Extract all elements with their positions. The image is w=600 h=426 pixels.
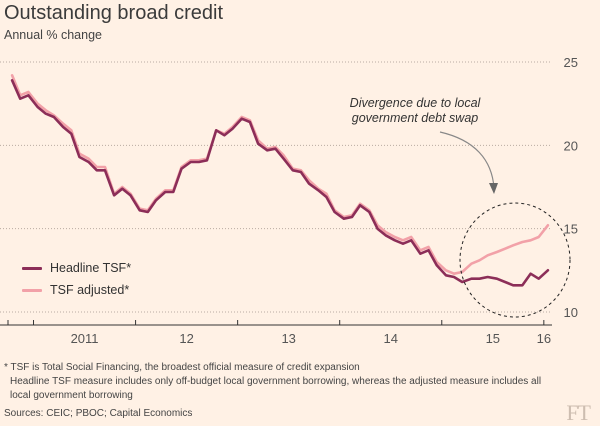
y-tick-label-10: 10 — [564, 305, 578, 320]
ft-logo: FT — [566, 400, 591, 425]
x-tick-label-2: 13 — [281, 331, 295, 346]
y-tick-label-25: 25 — [564, 55, 578, 70]
legend-swatch-adjusted — [22, 288, 42, 292]
footnote-line-1: * TSF is Total Social Financing, the bro… — [4, 362, 360, 373]
x-tick-label-0: 2011 — [71, 331, 99, 346]
y-tick-label-20: 20 — [564, 138, 578, 153]
line-chart: 10 15 20 25 2011 12 13 14 15 16 — [0, 55, 578, 346]
footnote-line-2: Headline TSF measure includes only off-b… — [10, 376, 542, 387]
series-line-headline — [10, 79, 550, 287]
x-tick-label-3: 14 — [384, 331, 398, 346]
footnote: * TSF is Total Social Financing, the bro… — [4, 361, 564, 403]
x-tick-label-4: 15 — [486, 331, 500, 346]
legend: Headline TSF* TSF adjusted* — [22, 257, 131, 301]
legend-label-headline: Headline TSF* — [50, 261, 132, 275]
series-line-adjusted — [10, 74, 550, 276]
annotation-line-2: government debt swap — [351, 111, 479, 125]
legend-item-headline: Headline TSF* — [22, 257, 131, 279]
legend-label-adjusted: TSF adjusted* — [50, 283, 130, 297]
chart-title: Outstanding broad credit — [4, 2, 224, 24]
x-tick-label-1: 12 — [179, 331, 193, 346]
y-tick-label-15: 15 — [564, 222, 578, 237]
source-note: Sources: CEIC; PBOC; Capital Economics — [4, 408, 193, 419]
divergence-highlight-circle — [459, 202, 571, 318]
legend-item-adjusted: TSF adjusted* — [22, 279, 131, 301]
annotation-arrowhead — [489, 183, 498, 194]
annotation-line-1: Divergence due to local — [349, 96, 481, 110]
chart-subtitle: Annual % change — [4, 28, 102, 42]
footnote-line-3: local government borrowing — [10, 390, 133, 401]
annotation-arrow — [439, 131, 495, 189]
x-tick-label-5: 16 — [537, 331, 551, 346]
legend-swatch-headline — [22, 266, 42, 270]
annotation: Divergence due to local government debt … — [340, 96, 490, 126]
